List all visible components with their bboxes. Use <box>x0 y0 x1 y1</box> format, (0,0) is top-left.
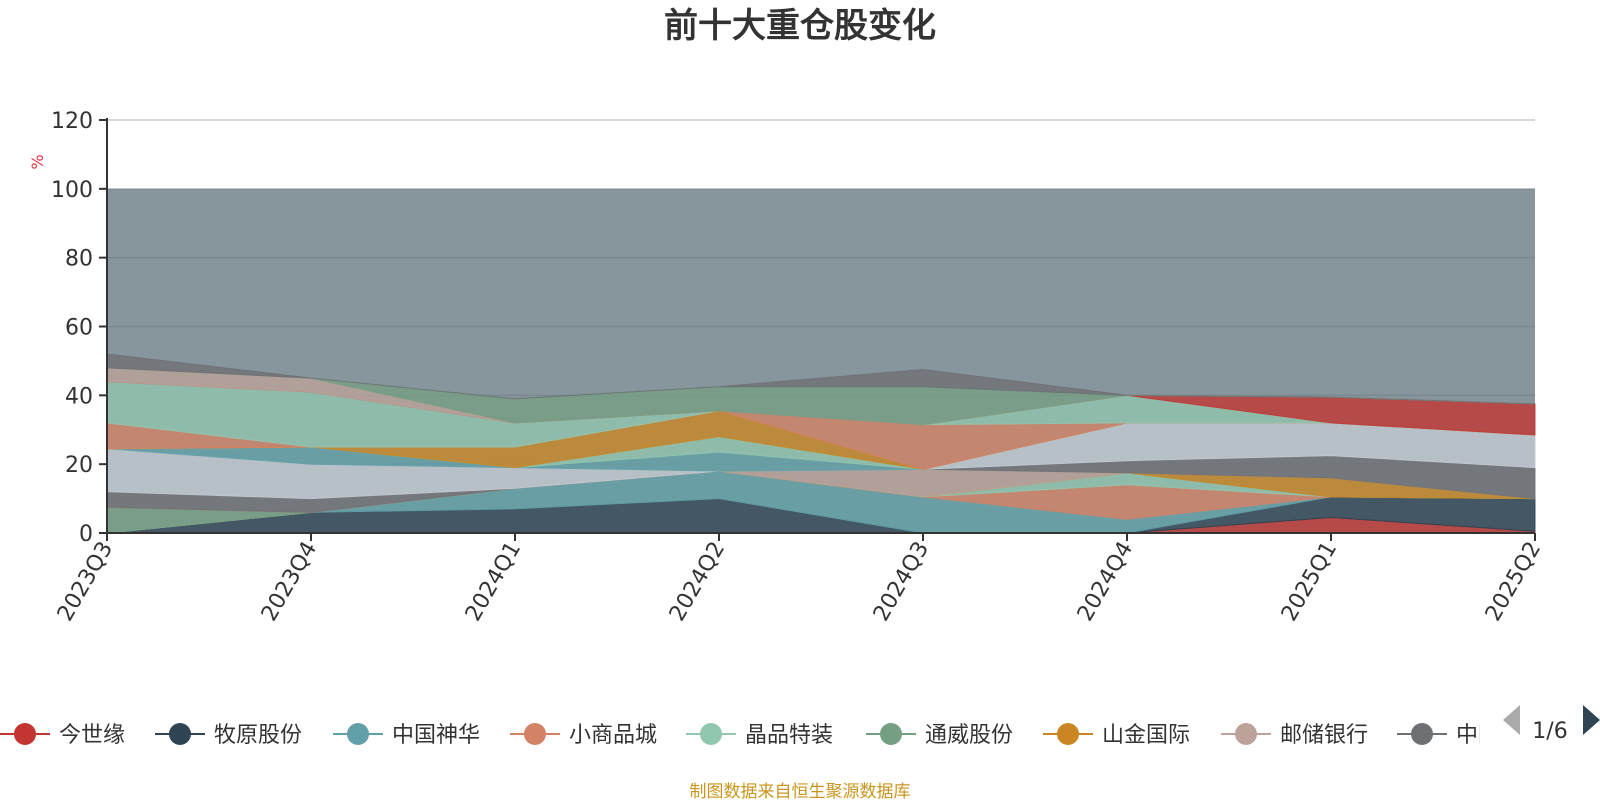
legend-label: 山金国际 <box>1102 723 1190 748</box>
y-tick-label: 100 <box>51 178 93 203</box>
source-note: 制图数据来自恒生聚源数据库 <box>690 782 911 800</box>
legend-marker-icon <box>700 723 722 745</box>
legend-page-indicator: 1/6 <box>1532 719 1567 744</box>
y-tick-label: 80 <box>65 247 93 272</box>
y-tick-label: 40 <box>65 384 93 409</box>
legend-marker-icon <box>1411 723 1433 745</box>
legend-item[interactable]: 牧原股份 <box>155 723 302 748</box>
legend-label: 通威股份 <box>925 723 1013 748</box>
legend-label: 小商品城 <box>569 723 657 748</box>
legend-item[interactable]: 山金国际 <box>1043 723 1190 748</box>
x-tick-label: 2025Q1 <box>1277 538 1342 626</box>
y-axis-ticks: 0 20 40 60 80 100 120 <box>51 109 107 547</box>
legend[interactable]: 今世缘 牧原股份 中国神华 小商品城 晶品特装 通威股份 山金国际 邮储银行 中国平安 <box>0 723 1544 748</box>
x-axis-ticks: 2023Q3 2023Q4 2024Q1 2024Q2 2024Q3 2024Q4 2025… <box>53 533 1546 626</box>
area-series <box>106 353 1536 534</box>
y-tick-label: 0 <box>79 522 93 547</box>
legend-marker-icon <box>347 723 369 745</box>
legend-label: 中国平安 <box>1456 723 1544 748</box>
x-tick-label: 2024Q3 <box>869 538 934 626</box>
legend-marker-icon <box>1057 723 1079 745</box>
x-tick-label: 2025Q2 <box>1481 538 1546 626</box>
legend-item[interactable]: 邮储银行 <box>1221 723 1368 748</box>
legend-label: 中国神华 <box>392 723 480 748</box>
legend-label: 牧原股份 <box>214 723 302 748</box>
legend-marker-icon <box>524 723 546 745</box>
legend-pager[interactable]: 1/6 <box>1503 705 1600 744</box>
legend-marker-icon <box>14 723 36 745</box>
legend-item[interactable]: 今世缘 <box>0 723 125 748</box>
y-axis-unit: % <box>28 154 47 169</box>
y-tick-label: 120 <box>51 109 93 134</box>
legend-marker-icon <box>1235 723 1257 745</box>
area-series-19[interactable] <box>106 353 1536 405</box>
chart-title: 前十大重仓股变化 <box>664 6 936 46</box>
legend-item[interactable]: 通威股份 <box>866 723 1013 748</box>
x-tick-label: 2024Q2 <box>665 538 730 626</box>
legend-item[interactable]: 晶品特装 <box>686 723 833 748</box>
legend-item[interactable]: 中国神华 <box>333 723 480 748</box>
y-tick-label: 20 <box>65 453 93 478</box>
legend-marker-icon <box>169 723 191 745</box>
x-tick-label: 2023Q4 <box>257 538 322 626</box>
legend-item[interactable]: 中国平安 <box>1397 723 1544 748</box>
legend-label: 晶品特装 <box>745 723 833 748</box>
y-tick-label: 60 <box>65 316 93 341</box>
legend-item[interactable]: 小商品城 <box>510 723 657 748</box>
x-tick-label: 2023Q3 <box>53 538 118 626</box>
legend-label: 今世缘 <box>59 723 125 748</box>
x-tick-label: 2024Q1 <box>461 538 526 626</box>
legend-marker-icon <box>880 723 902 745</box>
x-tick-label: 2024Q4 <box>1073 538 1138 626</box>
legend-next-icon[interactable] <box>1583 705 1600 735</box>
legend-label: 邮储银行 <box>1280 723 1368 748</box>
legend-prev-icon[interactable] <box>1503 705 1520 735</box>
